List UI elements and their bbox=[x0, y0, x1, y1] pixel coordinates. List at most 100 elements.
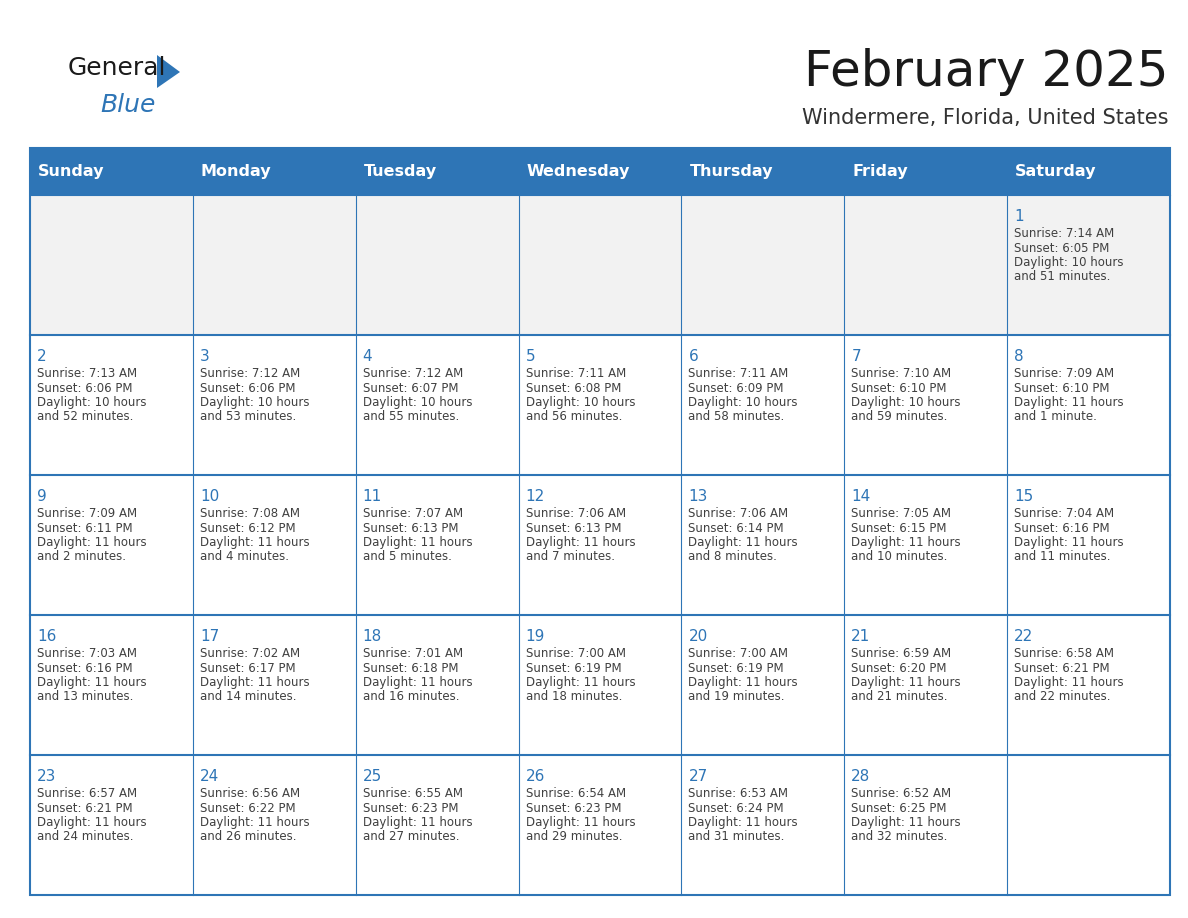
Bar bbox=[192, 475, 355, 615]
Text: Sunrise: 7:11 AM: Sunrise: 7:11 AM bbox=[525, 367, 626, 380]
Text: Daylight: 10 hours: Daylight: 10 hours bbox=[362, 396, 472, 409]
Text: Wednesday: Wednesday bbox=[526, 164, 630, 179]
Bar bbox=[682, 335, 845, 475]
Text: Sunset: 6:21 PM: Sunset: 6:21 PM bbox=[37, 801, 133, 814]
Text: Sunrise: 7:05 AM: Sunrise: 7:05 AM bbox=[852, 507, 952, 520]
Text: Sunrise: 7:12 AM: Sunrise: 7:12 AM bbox=[200, 367, 301, 380]
Text: 9: 9 bbox=[37, 489, 46, 504]
Bar bbox=[355, 148, 519, 195]
Text: Daylight: 11 hours: Daylight: 11 hours bbox=[37, 816, 146, 829]
Bar bbox=[1007, 475, 1170, 615]
Text: and 22 minutes.: and 22 minutes. bbox=[1015, 690, 1111, 703]
Bar bbox=[845, 615, 1007, 755]
Text: and 16 minutes.: and 16 minutes. bbox=[362, 690, 460, 703]
Text: Sunrise: 7:09 AM: Sunrise: 7:09 AM bbox=[37, 507, 137, 520]
Bar bbox=[30, 615, 192, 755]
Text: Daylight: 11 hours: Daylight: 11 hours bbox=[200, 536, 310, 549]
Text: 4: 4 bbox=[362, 349, 372, 364]
Bar bbox=[30, 755, 192, 895]
Text: Daylight: 11 hours: Daylight: 11 hours bbox=[852, 816, 961, 829]
Text: Sunrise: 7:00 AM: Sunrise: 7:00 AM bbox=[525, 647, 626, 660]
Text: Daylight: 11 hours: Daylight: 11 hours bbox=[688, 536, 798, 549]
Text: Daylight: 11 hours: Daylight: 11 hours bbox=[200, 816, 310, 829]
Text: and 11 minutes.: and 11 minutes. bbox=[1015, 551, 1111, 564]
Text: Sunrise: 6:56 AM: Sunrise: 6:56 AM bbox=[200, 787, 301, 800]
Text: Daylight: 11 hours: Daylight: 11 hours bbox=[525, 676, 636, 689]
Bar bbox=[355, 615, 519, 755]
Bar bbox=[192, 615, 355, 755]
Text: Sunset: 6:14 PM: Sunset: 6:14 PM bbox=[688, 521, 784, 534]
Text: 16: 16 bbox=[37, 629, 56, 644]
Bar bbox=[845, 335, 1007, 475]
Text: 18: 18 bbox=[362, 629, 383, 644]
Text: Sunrise: 7:07 AM: Sunrise: 7:07 AM bbox=[362, 507, 463, 520]
Text: Tuesday: Tuesday bbox=[364, 164, 437, 179]
Text: and 52 minutes.: and 52 minutes. bbox=[37, 410, 133, 423]
Bar bbox=[355, 755, 519, 895]
Text: 5: 5 bbox=[525, 349, 536, 364]
Bar bbox=[1007, 615, 1170, 755]
Text: Daylight: 11 hours: Daylight: 11 hours bbox=[1015, 396, 1124, 409]
Bar bbox=[192, 755, 355, 895]
Text: Sunrise: 6:53 AM: Sunrise: 6:53 AM bbox=[688, 787, 789, 800]
Text: Daylight: 11 hours: Daylight: 11 hours bbox=[525, 816, 636, 829]
Text: Sunset: 6:16 PM: Sunset: 6:16 PM bbox=[37, 662, 133, 675]
Text: Daylight: 11 hours: Daylight: 11 hours bbox=[362, 816, 473, 829]
Bar bbox=[519, 755, 682, 895]
Text: and 55 minutes.: and 55 minutes. bbox=[362, 410, 459, 423]
Text: and 31 minutes.: and 31 minutes. bbox=[688, 831, 785, 844]
Text: Sunset: 6:10 PM: Sunset: 6:10 PM bbox=[852, 382, 947, 395]
Text: and 8 minutes.: and 8 minutes. bbox=[688, 551, 777, 564]
Bar bbox=[682, 195, 845, 335]
Text: 25: 25 bbox=[362, 769, 383, 784]
Text: Daylight: 11 hours: Daylight: 11 hours bbox=[1015, 676, 1124, 689]
Text: 8: 8 bbox=[1015, 349, 1024, 364]
Text: and 7 minutes.: and 7 minutes. bbox=[525, 551, 614, 564]
Bar bbox=[845, 475, 1007, 615]
Text: General: General bbox=[68, 56, 166, 80]
Bar bbox=[355, 475, 519, 615]
Text: Monday: Monday bbox=[201, 164, 272, 179]
Text: 26: 26 bbox=[525, 769, 545, 784]
Text: Daylight: 11 hours: Daylight: 11 hours bbox=[688, 816, 798, 829]
Text: and 32 minutes.: and 32 minutes. bbox=[852, 831, 948, 844]
Text: 14: 14 bbox=[852, 489, 871, 504]
Text: Sunset: 6:16 PM: Sunset: 6:16 PM bbox=[1015, 521, 1110, 534]
Text: 27: 27 bbox=[688, 769, 708, 784]
Text: 20: 20 bbox=[688, 629, 708, 644]
Bar bbox=[355, 195, 519, 335]
Text: and 24 minutes.: and 24 minutes. bbox=[37, 831, 133, 844]
Text: Daylight: 11 hours: Daylight: 11 hours bbox=[37, 676, 146, 689]
Text: Sunrise: 7:04 AM: Sunrise: 7:04 AM bbox=[1015, 507, 1114, 520]
Text: 17: 17 bbox=[200, 629, 219, 644]
Text: 28: 28 bbox=[852, 769, 871, 784]
Text: and 27 minutes.: and 27 minutes. bbox=[362, 831, 460, 844]
Text: Daylight: 10 hours: Daylight: 10 hours bbox=[852, 396, 961, 409]
Text: Sunrise: 7:06 AM: Sunrise: 7:06 AM bbox=[688, 507, 789, 520]
Text: Windermere, Florida, United States: Windermere, Florida, United States bbox=[802, 108, 1168, 128]
Text: Sunrise: 7:10 AM: Sunrise: 7:10 AM bbox=[852, 367, 952, 380]
Text: Blue: Blue bbox=[100, 93, 156, 117]
Text: and 18 minutes.: and 18 minutes. bbox=[525, 690, 623, 703]
Text: Sunset: 6:05 PM: Sunset: 6:05 PM bbox=[1015, 241, 1110, 254]
Text: Sunset: 6:06 PM: Sunset: 6:06 PM bbox=[200, 382, 296, 395]
Bar bbox=[1007, 195, 1170, 335]
Bar bbox=[519, 148, 682, 195]
Text: Friday: Friday bbox=[852, 164, 908, 179]
Text: Sunset: 6:12 PM: Sunset: 6:12 PM bbox=[200, 521, 296, 534]
Text: Sunset: 6:19 PM: Sunset: 6:19 PM bbox=[688, 662, 784, 675]
Text: and 19 minutes.: and 19 minutes. bbox=[688, 690, 785, 703]
Text: Sunset: 6:18 PM: Sunset: 6:18 PM bbox=[362, 662, 459, 675]
Text: 12: 12 bbox=[525, 489, 545, 504]
Text: Sunset: 6:20 PM: Sunset: 6:20 PM bbox=[852, 662, 947, 675]
Text: Sunrise: 7:01 AM: Sunrise: 7:01 AM bbox=[362, 647, 463, 660]
Text: Sunrise: 6:59 AM: Sunrise: 6:59 AM bbox=[852, 647, 952, 660]
Bar bbox=[682, 475, 845, 615]
Bar bbox=[519, 335, 682, 475]
Text: 6: 6 bbox=[688, 349, 699, 364]
Text: Sunrise: 7:08 AM: Sunrise: 7:08 AM bbox=[200, 507, 299, 520]
Bar bbox=[682, 148, 845, 195]
Text: Sunset: 6:09 PM: Sunset: 6:09 PM bbox=[688, 382, 784, 395]
Text: Sunset: 6:10 PM: Sunset: 6:10 PM bbox=[1015, 382, 1110, 395]
Text: Sunrise: 6:55 AM: Sunrise: 6:55 AM bbox=[362, 787, 462, 800]
